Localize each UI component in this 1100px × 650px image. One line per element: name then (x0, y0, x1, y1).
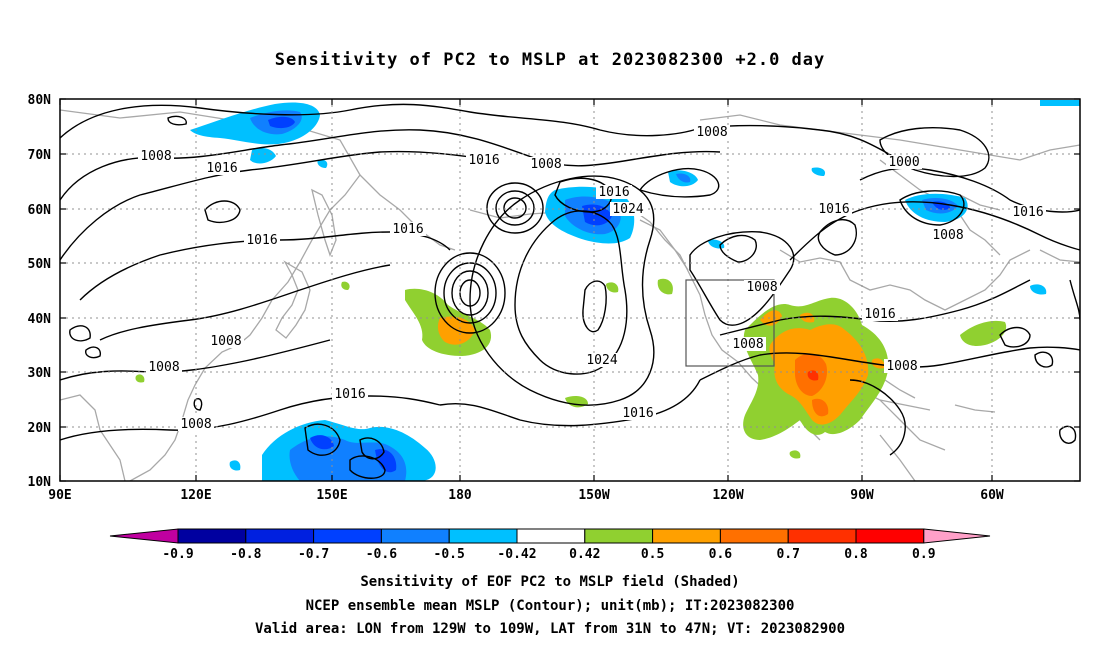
colorbar-swatch (787, 528, 857, 544)
lon-label: 120E (180, 488, 211, 503)
contour-label-bg (744, 280, 780, 294)
colorbar-label: 0.7 (776, 547, 799, 562)
lon-label: 120W (712, 488, 743, 503)
contour-label-bg (528, 157, 564, 171)
colorbar: -0.9 -0.8 -0.7 -0.6 -0.5 -0.42 0.42 0.5 0.6 0.7 0.… (109, 528, 991, 562)
contour-label: 1000 (888, 155, 919, 170)
colorbar-swatch (448, 528, 518, 544)
contour-label-bg (204, 161, 240, 175)
colorbar-swatch (245, 528, 315, 544)
contour-label-bg (620, 406, 656, 420)
colorbar-end-low (109, 528, 179, 544)
contour-label-bg (1010, 205, 1046, 219)
colorbar-swatch (516, 528, 586, 544)
contour-label: 1016 (864, 307, 895, 322)
colorbar-swatch (177, 528, 247, 544)
contour-label: 1016 (818, 202, 849, 217)
contour-label: 1008 (180, 417, 211, 432)
lon-label: 90W (850, 488, 874, 503)
lat-label: 70N (28, 148, 52, 163)
map-title: Sensitivity of PC2 to MSLP at 2023082300… (274, 50, 826, 70)
contour-label: 1016 (392, 222, 423, 237)
lat-label: 40N (28, 312, 52, 327)
contour-label: 1024 (612, 202, 643, 217)
contour-label-bg (244, 233, 280, 247)
contour-label: 1016 (1012, 205, 1043, 220)
contour-label-bg (178, 417, 214, 431)
contour-label: 1008 (696, 125, 727, 140)
contour-label-bg (208, 334, 244, 348)
contour-label: 1008 (148, 360, 179, 375)
lat-label: 50N (28, 257, 52, 272)
plot-frame (59, 98, 1081, 482)
colorbar-swatch (313, 528, 382, 544)
contour-label-bg (146, 360, 182, 374)
colorbar-label: -0.6 (366, 547, 397, 562)
contour-label: 1016 (622, 406, 653, 421)
contour-labels: 1008 1016 1008 1016 1016 1008 1016 1024 1016 1016… (138, 125, 1046, 432)
longitude-axis: 90E 120E 150E 180 150W 120W 90W 60W (48, 99, 1004, 503)
contour-label-bg (596, 185, 632, 199)
contour-label-bg (862, 307, 898, 321)
lon-label: 90E (48, 488, 71, 503)
colorbar-label: 0.5 (641, 547, 664, 562)
contour-label-bg (930, 228, 966, 242)
caption-line-3: Valid area: LON from 129W to 109W, LAT f… (254, 621, 845, 637)
colorbar-label: -0.5 (434, 547, 465, 562)
colorbar-swatch (652, 528, 721, 544)
colorbar-swatch (380, 528, 450, 544)
contour-label: 1016 (468, 153, 499, 168)
lat-label: 80N (28, 93, 52, 108)
valid-area-box (685, 279, 775, 367)
contour-label: 1008 (932, 228, 963, 243)
contour-label-bg (610, 202, 646, 216)
lat-label: 60N (28, 203, 52, 218)
contour-label-bg (730, 337, 766, 351)
contour-label: 1016 (206, 161, 237, 176)
colorbar-label: 0.8 (844, 547, 868, 562)
colorbar-swatch (719, 528, 789, 544)
contour-label: 1016 (246, 233, 277, 248)
lat-label: 10N (28, 475, 52, 490)
colorbar-label: 0.42 (569, 547, 600, 562)
lon-label: 180 (448, 488, 472, 503)
colorbar-label: 0.9 (912, 547, 935, 562)
contour-label-bg (884, 359, 920, 373)
contour-label-bg (694, 125, 730, 139)
contour-label: 1008 (886, 359, 917, 374)
caption-line-1: Sensitivity of EOF PC2 to MSLP field (Sh… (360, 574, 740, 590)
contour-label: 1016 (598, 185, 629, 200)
lon-label: 150E (316, 488, 347, 503)
contour-label: 1008 (530, 157, 561, 172)
lat-label: 30N (28, 366, 52, 381)
colorbar-end-high (923, 528, 991, 544)
contour-label-bg (390, 222, 426, 236)
lat-label: 20N (28, 421, 52, 436)
contour-label-bg (138, 149, 174, 163)
colorbar-label: -0.9 (162, 547, 193, 562)
contour-label-bg (466, 153, 502, 167)
colorbar-label: 0.6 (709, 547, 733, 562)
colorbar-swatch (855, 528, 925, 544)
contour-label-bg (886, 155, 922, 169)
colorbar-label: -0.7 (298, 547, 329, 562)
colorbar-label: -0.8 (230, 547, 261, 562)
contour-label: 1008 (732, 337, 763, 352)
contour-label: 1016 (334, 387, 365, 402)
lon-label: 150W (578, 488, 609, 503)
contour-label-bg (584, 353, 620, 367)
caption-line-2: NCEP ensemble mean MSLP (Contour); unit(… (305, 598, 795, 614)
colorbar-swatch (584, 528, 654, 544)
contour-label: 1008 (746, 280, 777, 295)
contour-label-bg (816, 202, 852, 216)
latitude-axis: 80N 70N 60N 50N 40N 30N 20N 10N (28, 93, 1080, 490)
lon-label: 60W (980, 488, 1004, 503)
contour-label-bg (332, 387, 368, 401)
colorbar-label: -0.42 (497, 547, 536, 562)
contour-label: 1008 (140, 149, 171, 164)
contour-label: 1024 (586, 353, 617, 368)
shaded-sensitivity (135, 100, 1080, 481)
contour-label: 1008 (210, 334, 241, 349)
